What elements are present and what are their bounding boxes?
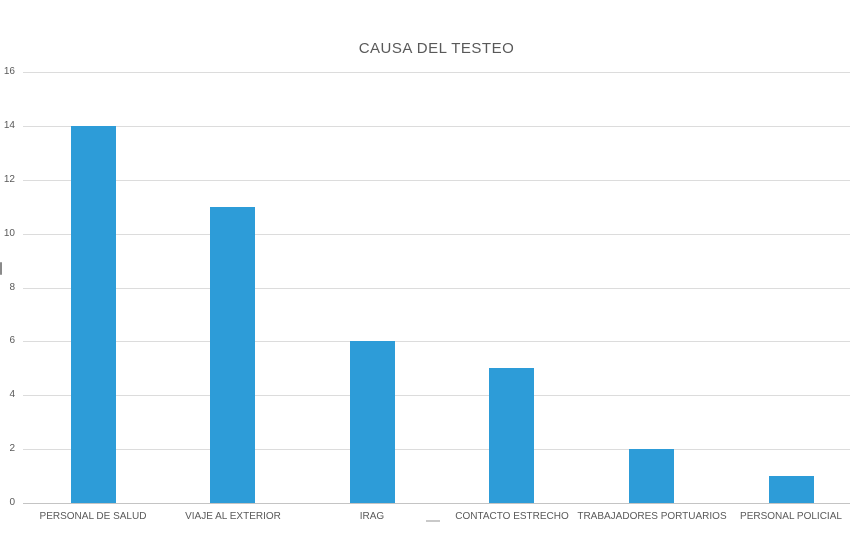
y-tick-label: 6 xyxy=(9,335,15,346)
bar xyxy=(769,476,814,503)
y-tick-label: 2 xyxy=(9,443,15,454)
y-tick-label: 10 xyxy=(3,228,15,239)
gridline xyxy=(23,126,850,127)
gridline xyxy=(23,180,850,181)
y-axis-title-fragment xyxy=(0,262,2,275)
y-tick-label: 0 xyxy=(9,497,15,508)
y-tick-label: 16 xyxy=(3,66,15,77)
x-tick-label: PERSONAL POLICIAL xyxy=(740,511,842,522)
x-axis-line xyxy=(23,503,850,504)
gridline xyxy=(23,72,850,73)
x-tick-label: TRABAJADORES PORTUARIOS xyxy=(577,511,727,522)
bar xyxy=(489,368,534,503)
bar xyxy=(210,207,255,503)
x-tick-label: PERSONAL DE SALUD xyxy=(39,511,147,522)
x-tick-label: VIAJE AL EXTERIOR xyxy=(185,511,281,522)
bar xyxy=(350,341,395,503)
gridline xyxy=(23,288,850,289)
x-tick-label: CONTACTO ESTRECHO xyxy=(455,511,569,522)
y-tick-label: 8 xyxy=(9,282,15,293)
bar xyxy=(71,126,116,503)
gridline xyxy=(23,341,850,342)
bar xyxy=(629,449,674,503)
chart-title: CAUSA DEL TESTEO xyxy=(358,40,515,57)
x-tick-label: IRAG xyxy=(359,511,385,522)
gridline xyxy=(23,234,850,235)
stray-dash-artifact xyxy=(426,520,440,522)
gridline xyxy=(23,449,850,450)
y-tick-label: 14 xyxy=(3,120,15,131)
y-tick-label: 12 xyxy=(3,174,15,185)
gridline xyxy=(23,395,850,396)
y-tick-label: 4 xyxy=(9,389,15,400)
